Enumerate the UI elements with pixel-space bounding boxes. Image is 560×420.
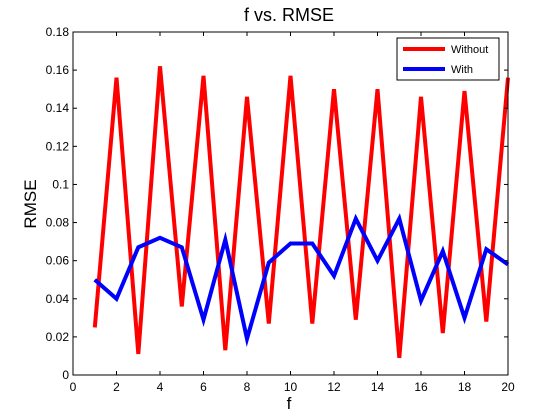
x-tick-label: 4	[157, 380, 164, 394]
y-tick-label: 0.18	[46, 25, 70, 39]
x-tick-label: 20	[501, 380, 515, 394]
y-tick-label: 0.02	[46, 330, 70, 344]
x-tick-label: 0	[70, 380, 77, 394]
y-tick-label: 0.14	[46, 101, 70, 115]
y-tick-label: 0	[62, 368, 69, 382]
y-tick-label: 0.08	[46, 216, 70, 230]
series-line-without	[92, 66, 510, 359]
x-tick-label: 10	[284, 380, 298, 394]
series-line-with	[93, 213, 510, 347]
x-axis-label: f	[287, 394, 292, 413]
x-tick-label: 8	[244, 380, 251, 394]
y-tick-label: 0.16	[46, 63, 70, 77]
legend-box	[396, 37, 500, 81]
legend-label-without: Without	[451, 44, 488, 56]
x-tick-label: 2	[113, 380, 120, 394]
y-tick-label: 0.1	[52, 177, 69, 191]
x-tick-label: 18	[458, 380, 472, 394]
y-tick-label: 0.12	[46, 139, 70, 153]
chart-title: f vs. RMSE	[244, 5, 334, 25]
x-tick-label: 16	[414, 380, 428, 394]
y-axis-label: RMSE	[21, 179, 40, 228]
x-tick-label: 6	[200, 380, 207, 394]
x-tick-label: 12	[327, 380, 341, 394]
y-tick-label: 0.06	[46, 254, 70, 268]
legend-label-with: With	[451, 64, 473, 76]
y-tick-label: 0.04	[46, 292, 70, 306]
x-tick-label: 14	[371, 380, 385, 394]
ticks-layer: 0 2 4 6 8 10 12 14 16 18 20 0 0.02 0.04 0.06 0.08 0.1 0.1…	[46, 25, 515, 394]
legend: Without With	[396, 37, 500, 81]
